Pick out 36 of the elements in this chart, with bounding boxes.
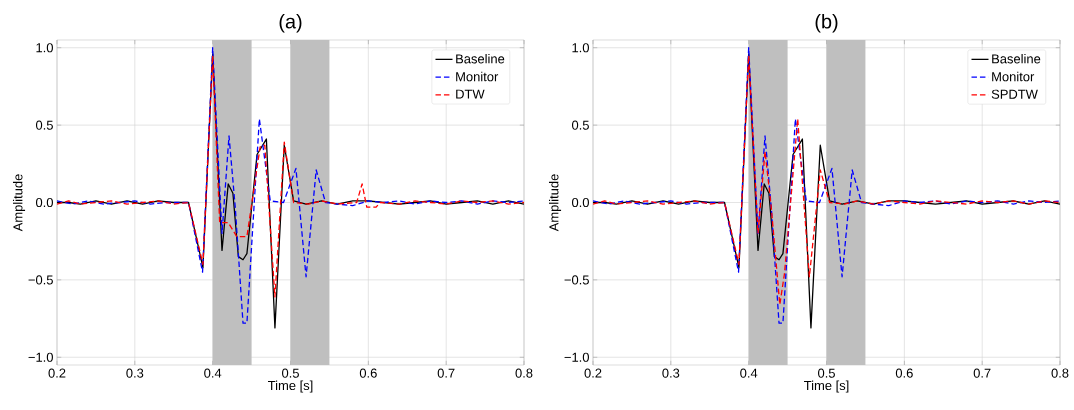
x-tick-label: 0.5 xyxy=(818,368,835,378)
x-axis-title: Time [s] xyxy=(804,380,849,393)
x-tick-label: 0.4 xyxy=(740,368,758,378)
x-axis-title: Time [s] xyxy=(268,380,313,393)
y-tick-label: 1.0 xyxy=(36,43,53,53)
y-tick-label: −0.5 xyxy=(564,275,589,285)
x-tick-label: 0.2 xyxy=(584,368,602,378)
x-tick-label: 0.5 xyxy=(282,368,299,378)
x-tick-label: 0.2 xyxy=(48,368,66,378)
x-tick-label: 0.6 xyxy=(895,368,913,378)
y-tick-label: −0.5 xyxy=(28,275,53,285)
y-axis-title: Amplitude xyxy=(548,174,562,232)
x-tick-label: 0.3 xyxy=(662,368,680,378)
y-axis-title: Amplitude xyxy=(12,174,26,232)
legend-label: Baseline xyxy=(456,53,505,64)
legend-label: Monitor xyxy=(992,71,1035,82)
x-tick-label: 0.3 xyxy=(126,368,144,378)
x-tick-label: 0.7 xyxy=(973,368,991,378)
legend-label: Monitor xyxy=(456,71,499,82)
y-tick-label: 0.0 xyxy=(571,197,589,208)
y-tick-label: 0.5 xyxy=(35,120,53,130)
y-tick-label: 0.5 xyxy=(571,120,589,130)
legend-label: Baseline xyxy=(992,53,1041,64)
x-tick-label: 0.8 xyxy=(1051,368,1069,378)
x-tick-label: 0.4 xyxy=(204,368,222,378)
x-tick-label: 0.7 xyxy=(437,368,455,378)
x-tick-label: 0.6 xyxy=(359,368,377,378)
y-tick-label: −1.0 xyxy=(564,352,589,362)
legend-label: SPDTW xyxy=(991,89,1038,99)
chart-title: (b) xyxy=(815,13,838,33)
y-tick-label: 1.0 xyxy=(572,43,589,53)
y-tick-label: −1.0 xyxy=(28,352,53,362)
y-tick-label: 0.0 xyxy=(35,197,53,208)
legend-label: DTW xyxy=(456,89,485,99)
x-tick-label: 0.8 xyxy=(515,368,533,378)
chart-title: (a) xyxy=(279,13,302,33)
